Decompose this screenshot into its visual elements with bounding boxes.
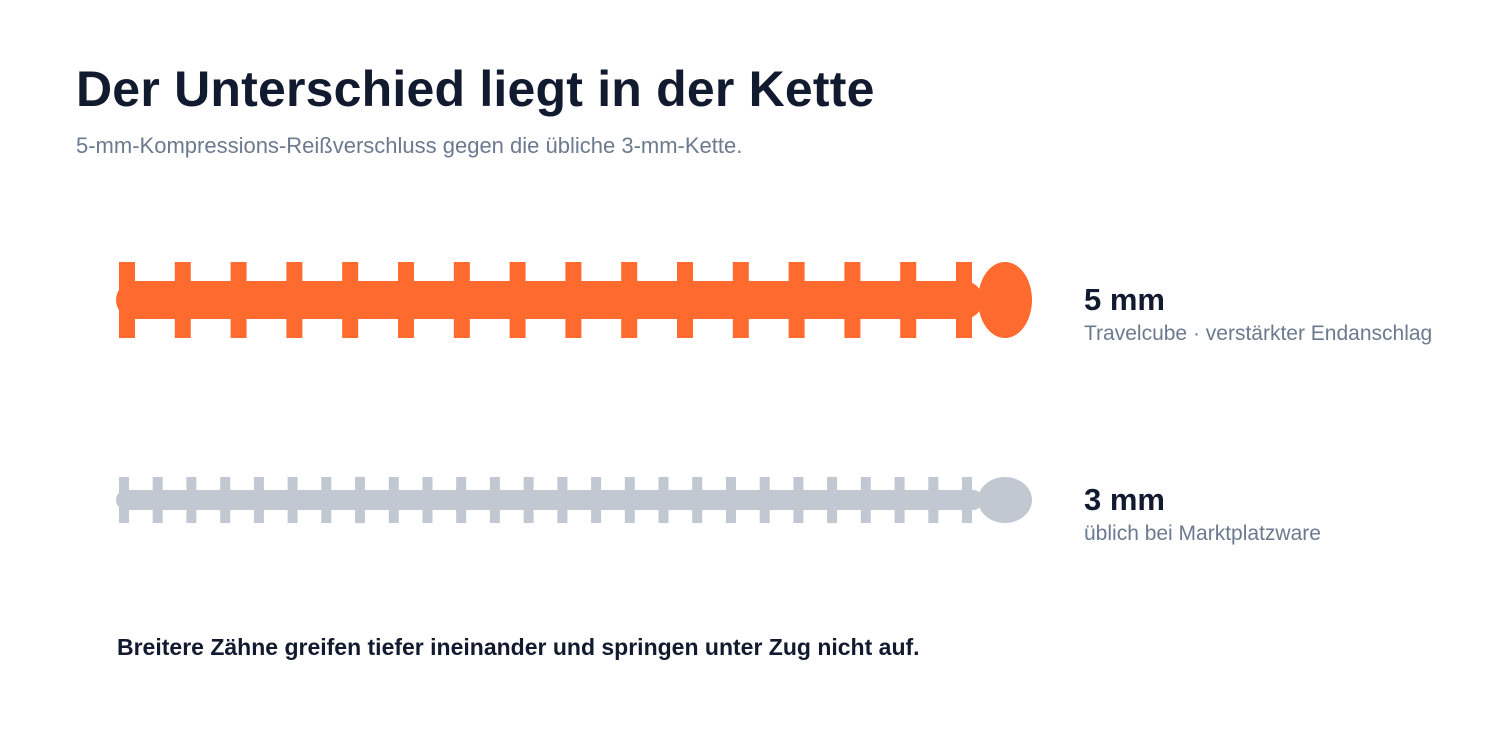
zipper-3mm-tooth (860, 477, 871, 523)
zipper-3mm-tooth (456, 477, 467, 523)
zipper-3mm-tooth (489, 477, 500, 523)
zipper-3mm-size: 3 mm (1084, 482, 1165, 517)
zipper-3mm-tooth (827, 477, 838, 523)
zipper-3mm-tooth (726, 477, 736, 523)
zipper-5mm-tooth (956, 262, 972, 338)
zipper-3mm-description: üblich bei Marktplatzware (1084, 522, 1321, 545)
zipper-3mm-tooth (928, 477, 939, 523)
zipper-5mm-description: Travelcube · verstärkter Endanschlag (1084, 322, 1433, 345)
zipper-5mm-tooth (230, 262, 247, 338)
zipper-3mm-label: 3 mm üblich bei Marktplatzware (1084, 482, 1321, 548)
zipper-5mm-tooth (509, 262, 526, 338)
zipper-5mm-tooth (788, 262, 805, 338)
zipper-3mm-tooth (624, 477, 635, 523)
zipper-3mm-tooth (152, 477, 163, 523)
zipper-3mm-tooth (321, 477, 332, 523)
zipper-3mm (116, 477, 1032, 523)
zipper-3mm-tooth (220, 477, 231, 523)
zipper-3mm-tooth (388, 477, 399, 523)
zipper-3mm-tooth (186, 477, 197, 523)
zipper-5mm-tooth (119, 262, 135, 338)
zipper-3mm-tooth (692, 477, 703, 523)
caption: Breitere Zähne greifen tiefer ineinander… (117, 634, 920, 660)
zipper-5mm-end-stop (978, 262, 1032, 338)
zipper-3mm-tooth (253, 477, 264, 523)
zipper-5mm-tooth (453, 262, 470, 338)
zipper-3mm-tooth (962, 477, 972, 523)
zipper-5mm-tape (116, 281, 983, 319)
zipper-3mm-tooth (557, 477, 568, 523)
zipper-5mm-tooth (174, 262, 191, 338)
zipper-3mm-tooth (759, 477, 770, 523)
zipper-3mm-tooth (287, 477, 298, 523)
zipper-3mm-tooth (523, 477, 534, 523)
page-title: Der Unterschied liegt in der Kette (76, 61, 875, 117)
zipper-5mm-tooth (732, 262, 749, 338)
zipper-3mm-tape (116, 490, 983, 510)
zipper-5mm-tooth (398, 262, 414, 338)
zipper-3mm-tooth (894, 477, 905, 523)
zipper-5mm-label: 5 mm Travelcube · verstärkter Endanschla… (1084, 282, 1432, 348)
zipper-5mm-tooth (565, 262, 582, 338)
zipper-3mm-end-stop (978, 477, 1032, 523)
zipper-3mm-tooth (355, 477, 365, 523)
zipper-3mm-tooth (591, 477, 602, 523)
zipper-5mm (116, 262, 1032, 338)
zipper-5mm-tooth (621, 262, 638, 338)
zipper-5mm-tooth (900, 262, 917, 338)
zipper-5mm-tooth (677, 262, 693, 338)
zipper-5mm-size: 5 mm (1084, 282, 1165, 317)
zipper-5mm-tooth (342, 262, 359, 338)
zipper-3mm-tooth (422, 477, 433, 523)
zipper-3mm-tooth (793, 477, 804, 523)
zipper-3mm-tooth (658, 477, 669, 523)
zipper-5mm-tooth (844, 262, 861, 338)
page-subtitle: 5-mm-Kompressions-Reißverschluss gegen d… (76, 133, 743, 158)
zipper-5mm-tooth (286, 262, 303, 338)
zipper-3mm-tooth (119, 477, 129, 523)
